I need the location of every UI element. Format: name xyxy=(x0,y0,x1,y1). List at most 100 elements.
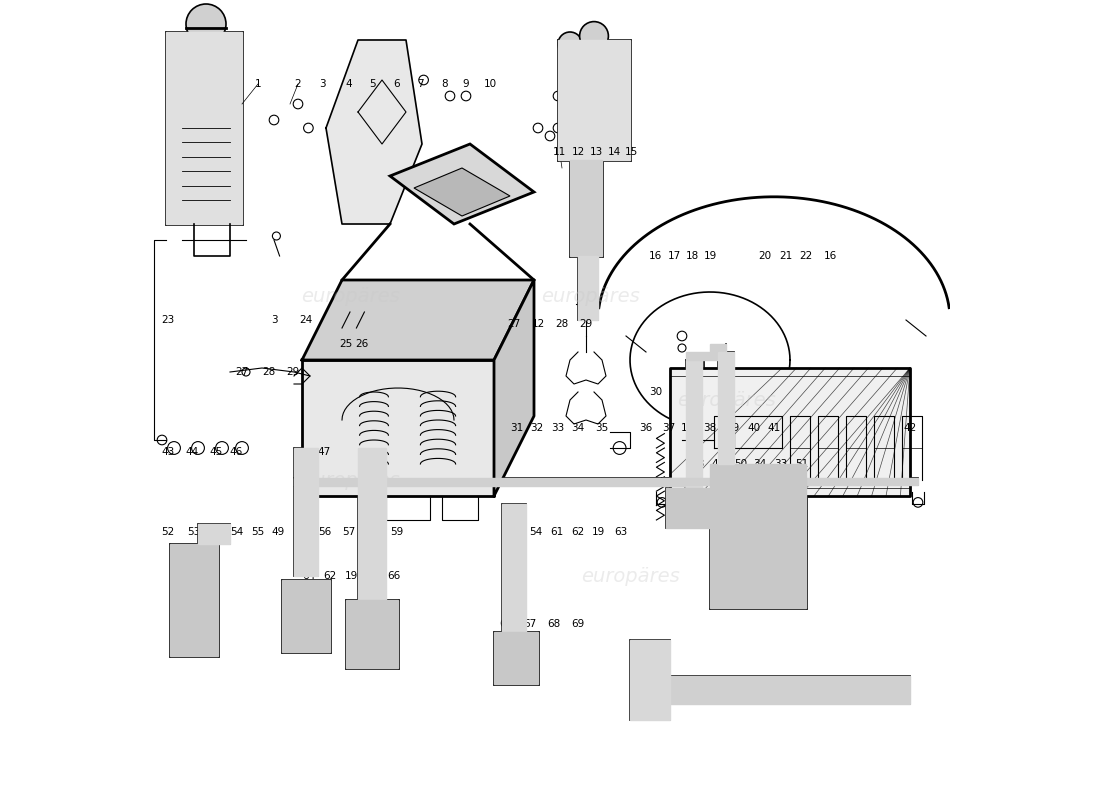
Bar xyxy=(570,160,602,256)
Text: 68: 68 xyxy=(548,619,561,629)
Text: 59: 59 xyxy=(389,527,403,537)
Text: europäres: europäres xyxy=(300,286,399,306)
Text: 3: 3 xyxy=(319,79,326,89)
Text: 19: 19 xyxy=(703,251,716,261)
Text: 12: 12 xyxy=(572,147,585,157)
Text: 73: 73 xyxy=(800,687,813,697)
Circle shape xyxy=(558,32,582,56)
Polygon shape xyxy=(502,504,526,632)
Text: 17: 17 xyxy=(668,251,681,261)
Text: 75: 75 xyxy=(844,687,857,697)
Polygon shape xyxy=(718,352,734,464)
Text: 50: 50 xyxy=(734,459,747,469)
Polygon shape xyxy=(666,488,710,528)
Bar xyxy=(294,478,686,486)
Text: 23: 23 xyxy=(161,315,174,325)
Polygon shape xyxy=(686,360,702,488)
Text: 16: 16 xyxy=(824,251,837,261)
Text: 25: 25 xyxy=(340,339,353,349)
Text: 67: 67 xyxy=(524,619,537,629)
Text: 32: 32 xyxy=(530,423,543,433)
Bar xyxy=(502,504,526,632)
Text: 1: 1 xyxy=(255,79,262,89)
Text: 61: 61 xyxy=(550,527,563,537)
Bar xyxy=(494,632,538,684)
Text: europäres: europäres xyxy=(676,390,776,410)
Bar xyxy=(166,32,242,224)
Text: 24: 24 xyxy=(299,315,312,325)
Text: 43: 43 xyxy=(161,447,174,457)
Polygon shape xyxy=(302,280,534,360)
Text: 70: 70 xyxy=(659,687,672,697)
Text: 16: 16 xyxy=(649,251,662,261)
Text: 19: 19 xyxy=(209,527,222,537)
Bar xyxy=(646,676,910,704)
Text: 65: 65 xyxy=(499,619,513,629)
Polygon shape xyxy=(710,464,806,608)
Bar xyxy=(358,448,386,600)
Text: 7: 7 xyxy=(417,79,424,89)
Polygon shape xyxy=(358,448,386,600)
Text: 9: 9 xyxy=(463,79,470,89)
Text: 13: 13 xyxy=(590,147,603,157)
Text: 60: 60 xyxy=(507,527,520,537)
Text: 48: 48 xyxy=(692,459,705,469)
Text: 40: 40 xyxy=(747,423,760,433)
Text: 11: 11 xyxy=(553,147,566,157)
Polygon shape xyxy=(662,478,918,485)
Text: 51: 51 xyxy=(795,459,808,469)
Text: 3: 3 xyxy=(271,315,277,325)
Polygon shape xyxy=(390,144,534,224)
Text: europäres: europäres xyxy=(300,470,399,490)
Polygon shape xyxy=(170,544,218,656)
Text: 46: 46 xyxy=(230,447,243,457)
Text: 49: 49 xyxy=(272,527,285,537)
Text: 47: 47 xyxy=(318,447,331,457)
Text: 34: 34 xyxy=(754,459,767,469)
Text: 5: 5 xyxy=(370,79,376,89)
Text: 55: 55 xyxy=(252,527,265,537)
Text: 28: 28 xyxy=(556,319,569,329)
Polygon shape xyxy=(294,448,318,576)
Bar xyxy=(630,640,670,720)
Text: 29: 29 xyxy=(580,319,593,329)
Bar xyxy=(718,352,734,464)
Polygon shape xyxy=(630,640,670,720)
Bar xyxy=(346,600,398,668)
Text: 27: 27 xyxy=(507,319,520,329)
Text: europäres: europäres xyxy=(540,286,639,306)
Text: 19: 19 xyxy=(592,527,605,537)
Text: 62: 62 xyxy=(323,571,337,581)
Circle shape xyxy=(186,4,225,44)
Bar xyxy=(686,360,704,488)
Text: 58: 58 xyxy=(366,527,379,537)
Text: 52: 52 xyxy=(161,527,174,537)
Text: 15: 15 xyxy=(625,147,638,157)
Text: 49: 49 xyxy=(712,459,725,469)
Text: 44: 44 xyxy=(185,447,198,457)
Text: 12: 12 xyxy=(531,319,544,329)
Bar xyxy=(170,544,218,656)
Text: 27: 27 xyxy=(235,367,249,377)
Text: 69: 69 xyxy=(571,619,584,629)
Polygon shape xyxy=(646,676,910,704)
Polygon shape xyxy=(578,256,598,320)
Text: 74: 74 xyxy=(822,687,835,697)
Text: 54: 54 xyxy=(529,527,542,537)
Polygon shape xyxy=(686,344,726,360)
Polygon shape xyxy=(326,40,422,224)
Text: 2: 2 xyxy=(295,79,301,89)
Polygon shape xyxy=(198,524,230,544)
Polygon shape xyxy=(670,368,910,496)
Text: 34: 34 xyxy=(571,423,584,433)
Text: 35: 35 xyxy=(595,423,608,433)
Bar xyxy=(710,464,806,608)
Text: 14: 14 xyxy=(607,147,620,157)
Text: 26: 26 xyxy=(355,339,368,349)
Bar xyxy=(662,478,918,485)
Polygon shape xyxy=(346,600,398,668)
Bar xyxy=(198,524,230,544)
Text: 42: 42 xyxy=(903,423,916,433)
Bar xyxy=(558,40,630,160)
Polygon shape xyxy=(414,168,510,216)
